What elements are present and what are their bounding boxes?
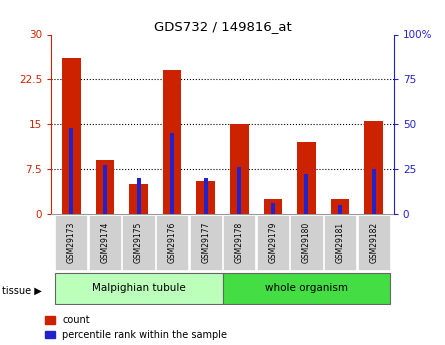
Bar [338, 205, 342, 214]
Title: GDS732 / 149816_at: GDS732 / 149816_at [154, 20, 291, 33]
Bar [156, 215, 188, 270]
Bar [103, 166, 107, 214]
Bar [129, 184, 148, 214]
Bar [331, 199, 349, 214]
Bar [190, 215, 222, 270]
Bar [69, 128, 73, 214]
Bar [62, 58, 81, 214]
Bar [196, 181, 215, 214]
Bar [163, 70, 182, 214]
Bar [257, 215, 289, 270]
Bar [372, 169, 376, 214]
Text: GSM29174: GSM29174 [101, 222, 109, 263]
Bar [122, 215, 155, 270]
Bar [170, 133, 174, 214]
Text: GSM29180: GSM29180 [302, 222, 311, 263]
Legend: count, percentile rank within the sample: count, percentile rank within the sample [45, 315, 227, 340]
Text: GSM29181: GSM29181 [336, 222, 344, 263]
Bar [297, 142, 316, 214]
Text: GSM29176: GSM29176 [168, 222, 177, 263]
Text: GSM29182: GSM29182 [369, 222, 378, 263]
Bar [55, 273, 222, 304]
Bar [304, 175, 308, 214]
Text: GSM29175: GSM29175 [134, 222, 143, 263]
Bar [204, 178, 208, 214]
Text: GSM29173: GSM29173 [67, 222, 76, 263]
Bar [222, 273, 390, 304]
Bar [237, 167, 241, 214]
Text: whole organism: whole organism [265, 283, 348, 293]
Bar [271, 203, 275, 214]
Text: GSM29179: GSM29179 [268, 222, 277, 263]
Text: GSM29177: GSM29177 [201, 222, 210, 263]
Bar [137, 178, 141, 214]
Bar [357, 215, 390, 270]
Bar [290, 215, 323, 270]
Bar [223, 215, 255, 270]
Bar [324, 215, 356, 270]
Bar [96, 160, 114, 214]
Bar [364, 121, 383, 214]
Bar [263, 199, 282, 214]
Text: GSM29178: GSM29178 [235, 222, 244, 263]
Text: Malpighian tubule: Malpighian tubule [92, 283, 186, 293]
Bar [89, 215, 121, 270]
Bar [230, 124, 249, 214]
Bar [55, 215, 88, 270]
Text: tissue ▶: tissue ▶ [2, 286, 42, 295]
